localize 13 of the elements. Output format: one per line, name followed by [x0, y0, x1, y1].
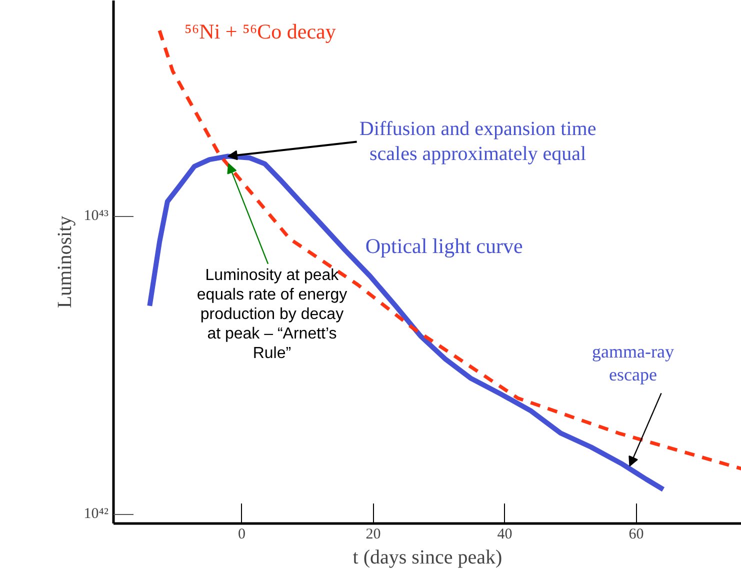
y-tick-label: 10⁴³	[84, 208, 110, 224]
x-tick-label: 20	[366, 526, 381, 542]
x-tick-label: 0	[238, 526, 246, 542]
x-tick-label: 40	[497, 526, 512, 542]
y-tick-label: 10⁴²	[84, 506, 110, 522]
annotation: Luminosity at peak equals rate of energy production by decay at peak – “Arnett’s Rule”	[196, 266, 348, 362]
series-label: Optical light curve	[365, 234, 523, 258]
x-axis-title: t (days since peak)	[352, 546, 502, 568]
annotation: gamma-ray escape	[592, 341, 674, 384]
series-label: ⁵⁶Ni + ⁵⁶Co decay	[184, 20, 336, 44]
annotation: Diffusion and expansion time scales approximately equal	[359, 118, 596, 166]
x-tick-label: 60	[628, 526, 644, 542]
y-axis-title: Luminosity	[54, 216, 76, 308]
